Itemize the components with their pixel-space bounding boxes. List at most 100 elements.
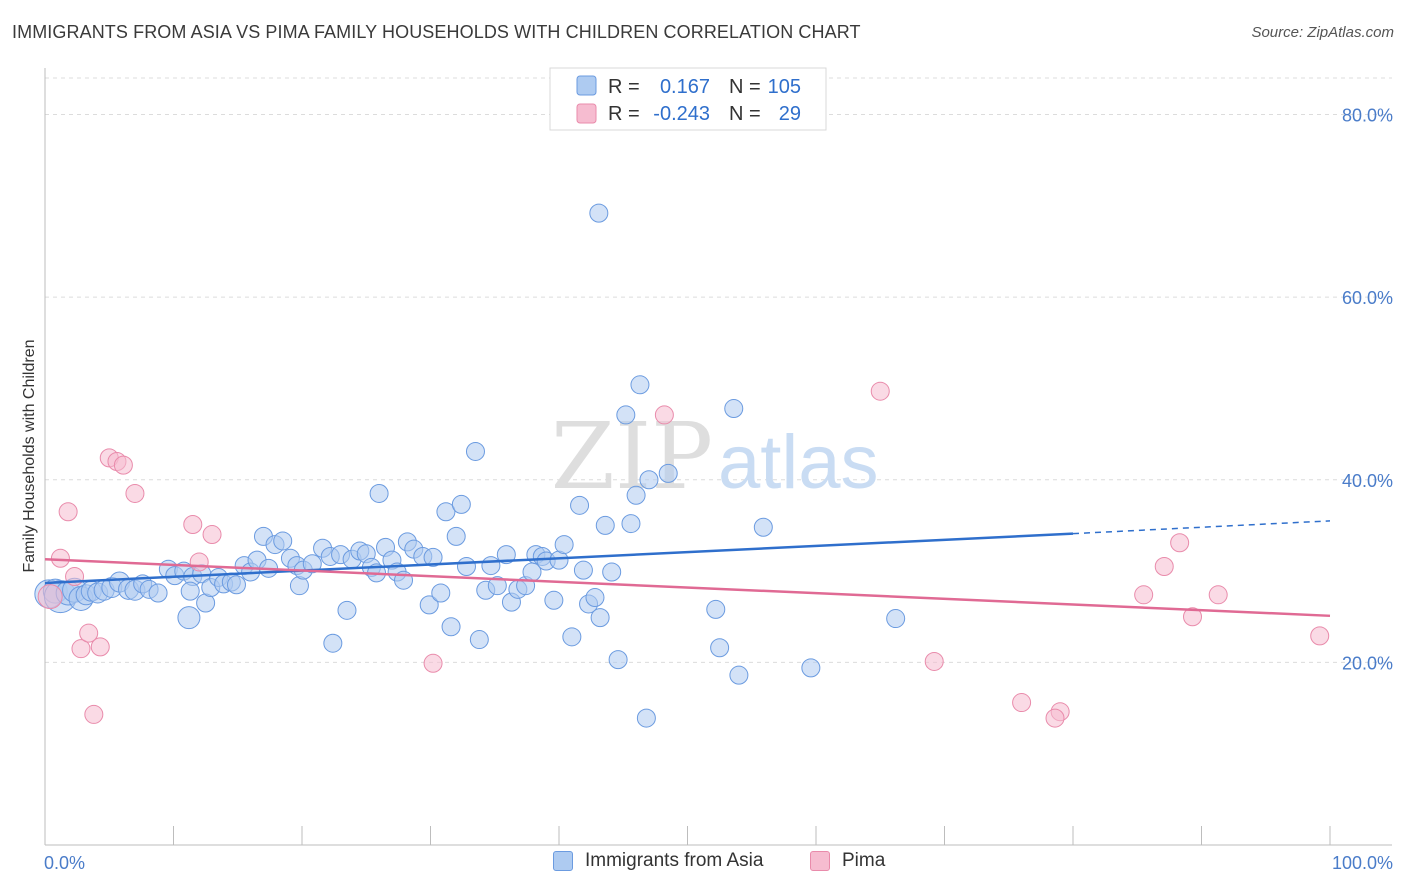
asia-point	[226, 575, 246, 595]
legend-r-label-1: R =	[608, 76, 640, 98]
trend-line-asia	[44, 532, 1074, 585]
asia-point	[595, 515, 615, 535]
trend-line-asia-extension	[1072, 520, 1331, 535]
asia-point	[544, 590, 564, 610]
pima-point	[1154, 557, 1174, 577]
asia-point	[626, 485, 646, 505]
pima-point	[924, 651, 944, 671]
asia-point	[436, 502, 456, 522]
legend-n-label-2: N =	[729, 103, 761, 125]
series-immigrants-from-asia	[34, 203, 906, 728]
y-tick-labels: 20.0% 40.0% 60.0% 80.0%	[1342, 106, 1393, 674]
legend-n-value-2: 29	[779, 103, 801, 125]
pima-point	[1183, 607, 1203, 627]
pima-point	[202, 525, 222, 545]
asia-point	[487, 576, 507, 596]
asia-point	[177, 606, 201, 630]
asia-point	[590, 608, 610, 628]
bottom-legend-label-asia: Immigrants from Asia	[585, 850, 764, 871]
pima-point	[90, 637, 110, 657]
pima-point	[1208, 585, 1228, 605]
asia-point	[481, 556, 501, 576]
watermark: ZIP atlas	[551, 403, 879, 510]
asia-point	[570, 495, 590, 515]
asia-point	[419, 595, 439, 615]
legend-r-value-1: 0.167	[660, 76, 710, 98]
pima-point	[423, 653, 443, 673]
y-tick-label: 40.0%	[1342, 471, 1393, 491]
asia-point	[180, 581, 200, 601]
y-tick-label: 20.0%	[1342, 653, 1393, 673]
asia-point	[451, 494, 471, 514]
pima-point	[125, 483, 145, 503]
x-tick-label: 0.0%	[44, 853, 85, 873]
asia-point	[369, 483, 389, 503]
asia-point	[636, 708, 656, 728]
asia-point	[801, 658, 821, 678]
asia-point	[630, 375, 650, 395]
asia-point	[496, 545, 516, 565]
bottom-legend: Immigrants from Asia Pima	[0, 850, 1406, 880]
pima-point	[1134, 585, 1154, 605]
y-tick-label: 60.0%	[1342, 288, 1393, 308]
asia-point	[886, 609, 906, 629]
legend-n-value-1: 105	[768, 76, 801, 98]
legend-n-label-1: N =	[729, 76, 761, 98]
asia-point	[441, 617, 461, 637]
stats-legend: R = 0.167 N = 105 R = -0.243 N = 29	[549, 67, 827, 131]
asia-point	[465, 441, 485, 461]
asia-point	[431, 583, 451, 603]
pima-point	[79, 623, 99, 643]
bottom-legend-swatch-blue	[553, 851, 573, 871]
pima-point	[870, 381, 890, 401]
y-axis-label: Family Households with Children	[21, 340, 38, 573]
asia-point	[706, 599, 726, 619]
asia-point	[562, 627, 582, 647]
trend-line-pima	[44, 557, 1331, 618]
legend-swatch-pink	[576, 103, 597, 124]
asia-point	[423, 547, 443, 567]
asia-point	[585, 588, 605, 608]
pima-point	[84, 704, 104, 724]
asia-point	[469, 630, 489, 650]
axes	[44, 68, 1392, 846]
asia-point	[456, 557, 476, 577]
asia-point	[729, 665, 749, 685]
pima-point	[654, 405, 674, 425]
series-pima	[37, 381, 1330, 728]
bottom-legend-label-pima: Pima	[842, 850, 886, 871]
asia-point	[446, 526, 466, 546]
asia-point	[602, 562, 622, 582]
pima-point	[50, 548, 70, 568]
pima-point	[189, 552, 209, 572]
pima-point	[37, 584, 63, 610]
asia-point	[289, 576, 309, 596]
asia-point	[148, 583, 168, 603]
asia-point	[573, 560, 593, 580]
asia-point	[658, 463, 678, 483]
pima-point	[1045, 708, 1065, 728]
asia-point	[724, 399, 744, 419]
asia-point	[616, 405, 636, 425]
asia-point	[302, 554, 322, 574]
asia-point	[589, 203, 609, 223]
pima-point	[1310, 626, 1330, 646]
x-tick-labels: 0.0% 100.0%	[44, 853, 1393, 873]
watermark-atlas: atlas	[718, 420, 879, 505]
legend-swatch-blue	[576, 75, 597, 96]
bottom-legend-item-pima: Pima	[810, 850, 885, 872]
pima-point	[1012, 693, 1032, 713]
asia-point	[753, 517, 773, 537]
source-label: Source: ZipAtlas.com	[1251, 24, 1394, 41]
asia-point	[710, 638, 730, 658]
pima-point	[1170, 533, 1190, 553]
pima-point	[113, 455, 133, 475]
asia-point	[273, 531, 293, 551]
legend-r-label-2: R =	[608, 103, 640, 125]
asia-point	[337, 600, 357, 620]
asia-point	[554, 535, 574, 555]
asia-point	[323, 633, 343, 653]
pima-point	[183, 515, 203, 535]
y-tick-label: 80.0%	[1342, 106, 1393, 126]
